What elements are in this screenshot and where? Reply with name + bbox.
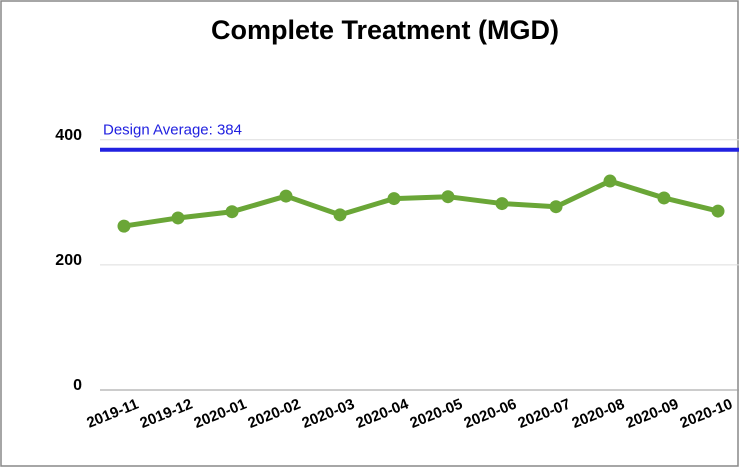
data-point — [711, 204, 725, 218]
data-point — [495, 197, 509, 211]
chart-title: Complete Treatment (MGD) — [211, 15, 559, 45]
data-point — [657, 191, 671, 205]
y-tick-label: 400 — [55, 127, 82, 144]
series-line — [123, 178, 719, 229]
data-point — [117, 219, 131, 233]
data-point — [603, 174, 617, 188]
data-point — [387, 192, 401, 206]
data-point — [279, 189, 293, 203]
data-point — [225, 205, 239, 219]
y-tick-label: 200 — [55, 252, 82, 269]
reference-label: Design Average: 384 — [103, 122, 242, 139]
data-point — [333, 208, 347, 222]
data-point — [549, 200, 563, 214]
y-tick-label: 0 — [73, 377, 82, 394]
data-point — [171, 211, 185, 225]
data-point — [441, 190, 455, 204]
